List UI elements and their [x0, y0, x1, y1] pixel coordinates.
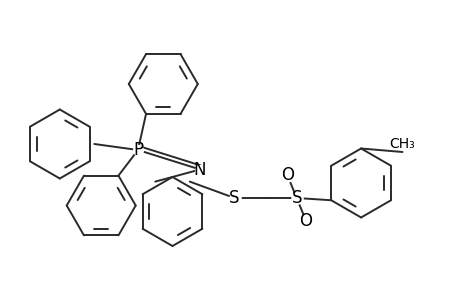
Text: S: S — [291, 189, 301, 207]
Text: CH₃: CH₃ — [389, 137, 414, 151]
Text: P: P — [133, 141, 143, 159]
Text: N: N — [193, 160, 206, 178]
Text: O: O — [280, 167, 293, 184]
Text: O: O — [299, 212, 312, 230]
Text: S: S — [229, 189, 239, 207]
